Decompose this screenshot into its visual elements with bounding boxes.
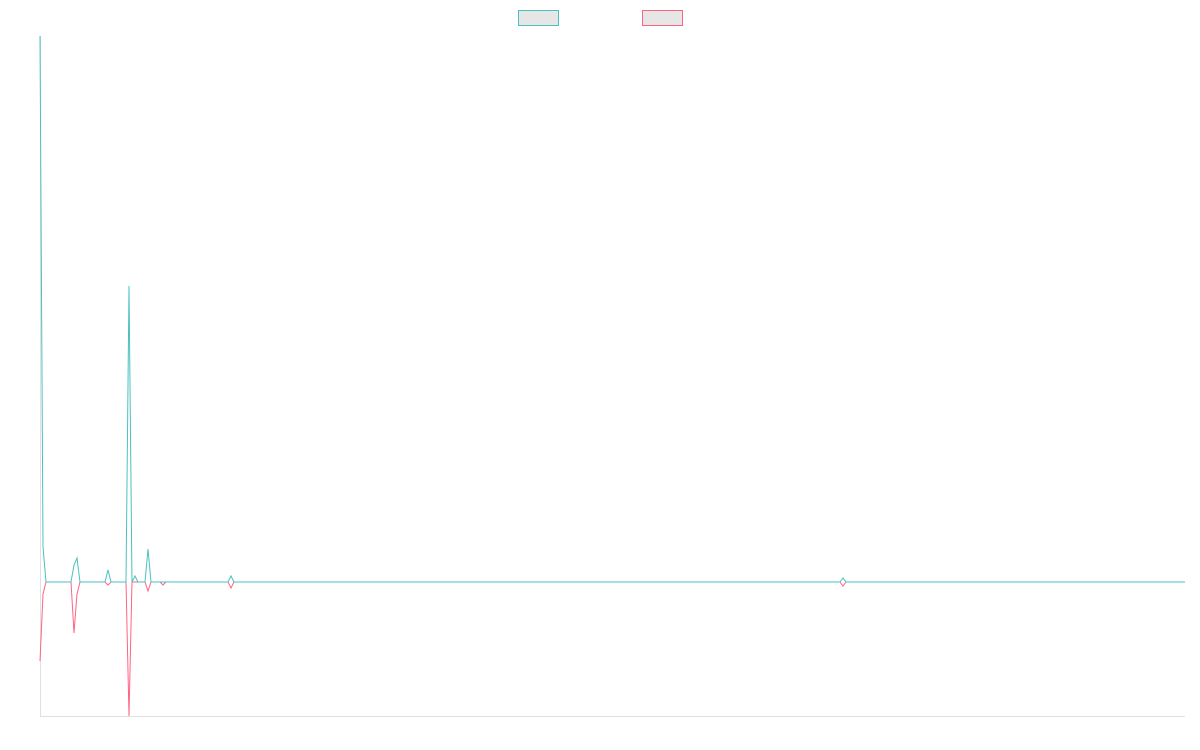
series-line — [39, 35, 1185, 583]
series-line — [39, 581, 1185, 717]
legend-swatch[interactable] — [642, 10, 683, 26]
legend-swatch[interactable] — [518, 10, 559, 26]
